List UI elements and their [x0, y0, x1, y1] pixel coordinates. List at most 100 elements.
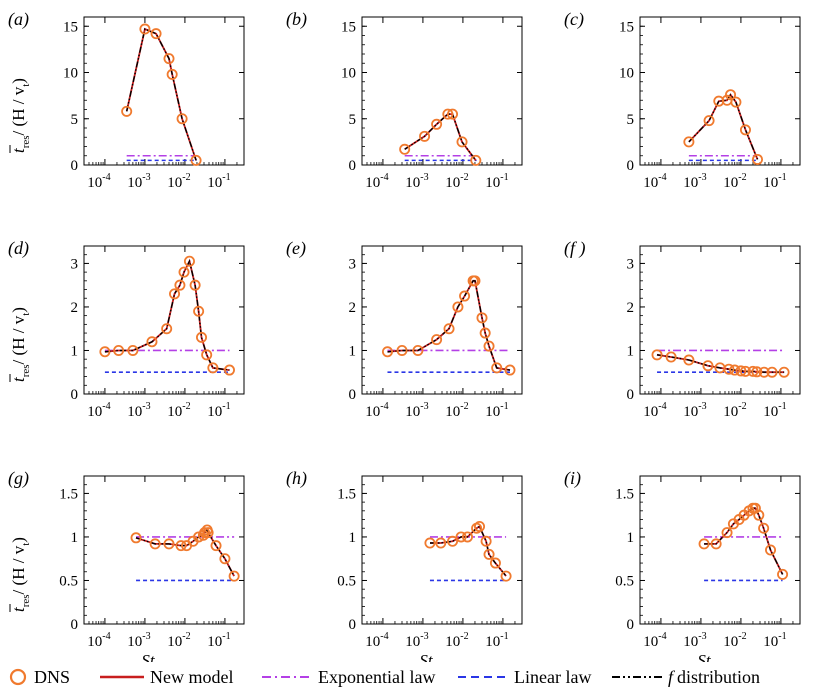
dns-point: [130, 532, 142, 544]
y-tick-label: 0: [71, 387, 79, 403]
dns-point: [721, 527, 733, 539]
dns-point: [399, 143, 411, 155]
x-tick-label: 10-1: [207, 172, 230, 191]
y-tick-label: 0.5: [59, 573, 78, 589]
dns-point: [683, 354, 695, 366]
dns-point: [223, 364, 235, 376]
dns-point: [210, 540, 222, 552]
y-tick-label: 1.5: [615, 486, 634, 502]
y-axis-title: tres/ (H / vt): [9, 307, 32, 382]
dns-point: [470, 154, 482, 166]
dns-point: [753, 509, 765, 521]
dns-point: [751, 366, 763, 378]
plot-frame: [83, 16, 245, 166]
legend-item-linear: Linear law: [458, 662, 591, 692]
new-model-line: [125, 27, 197, 161]
dns-point: [163, 538, 175, 550]
panel-a: (a) 0 5 10 15 10-4 10-3 10-2 10-1 tres/ (H / vt): [8, 9, 245, 191]
dns-point: [483, 340, 495, 352]
panel-c: (c) 0 5 10 15 10-4 10-3 10-2 10-1: [564, 9, 801, 191]
y-tick-label: 1.5: [59, 486, 78, 502]
dns-point: [219, 553, 231, 565]
x-tick-label: 10-2: [167, 401, 190, 420]
dns-point: [698, 538, 710, 550]
legend-label-f-prefix: f: [668, 666, 674, 687]
dns-point: [665, 351, 677, 363]
dns-point: [381, 346, 393, 358]
y-tick-label: 5: [627, 112, 635, 128]
y-tick-label: 1: [349, 343, 357, 359]
panel-e: (e) 0 1 2 3 10-4 10-3 10-2 10-1: [286, 238, 523, 420]
dns-point: [121, 105, 133, 117]
f-distribution-line: [656, 354, 785, 373]
y-tick-label: 1: [71, 530, 79, 546]
x-tick-label: 10-3: [127, 631, 150, 650]
y-tick-label: 3: [627, 256, 635, 272]
legend-item-exponential: Exponential law: [262, 662, 435, 692]
dns-point: [479, 327, 491, 339]
dns-point: [443, 323, 455, 335]
dns-point: [725, 89, 737, 101]
y-tick-label: 15: [341, 19, 356, 35]
y-tick-label: 0: [349, 158, 357, 174]
y-tick-label: 1: [627, 343, 635, 359]
dns-point: [431, 334, 443, 346]
panel-label: (f ): [564, 238, 586, 259]
legend-label-linear: Linear law: [514, 666, 592, 687]
dns-point: [442, 108, 454, 120]
x-tick-label: 10-2: [723, 631, 746, 650]
panel-label: (g): [8, 468, 29, 489]
legend-marker-dns: [9, 668, 27, 686]
y-tick-label: 15: [63, 19, 78, 35]
panel-f: (f ) 0 1 2 3 10-4 10-3 10-2 10-1: [564, 238, 801, 420]
plot-frame: [361, 475, 523, 625]
y-tick-label: 0: [627, 387, 635, 403]
panel-label: (h): [286, 468, 307, 489]
panel-i: (i) 0 0.5 1 1.5 10-4 10-3 10-2 10-1 St: [564, 468, 801, 662]
x-tick-label: 10-2: [723, 172, 746, 191]
dns-point: [447, 535, 459, 547]
dns-point: [735, 365, 747, 377]
f-distribution-line: [430, 525, 507, 577]
legend-label-f-distribution: distribution: [677, 666, 761, 687]
panel-label: (e): [286, 238, 306, 259]
dns-point: [431, 118, 443, 130]
dns-point: [166, 68, 178, 80]
y-tick-label: 10: [619, 66, 634, 82]
dns-point: [469, 275, 481, 287]
y-tick-label: 0.5: [615, 573, 634, 589]
dns-point: [651, 349, 663, 361]
dns-point: [777, 568, 789, 580]
y-tick-label: 0.5: [337, 573, 356, 589]
y-tick-label: 1.5: [337, 486, 356, 502]
x-tick-label: 10-1: [207, 631, 230, 650]
dns-point: [483, 548, 495, 560]
y-tick-label: 0: [349, 617, 357, 633]
x-tick-label: 10-4: [365, 401, 388, 420]
y-tick-label: 2: [71, 300, 79, 316]
y-tick-label: 15: [619, 19, 634, 35]
x-tick-label: 10-3: [405, 172, 428, 191]
y-tick-label: 3: [349, 256, 357, 272]
dns-point: [729, 364, 741, 376]
f-distribution-line: [104, 259, 230, 371]
panel-label: (d): [8, 238, 29, 259]
x-tick-label: 10-3: [127, 172, 150, 191]
dns-point: [176, 113, 188, 125]
dns-point: [127, 344, 139, 356]
dns-point: [228, 570, 240, 582]
dns-point: [491, 362, 503, 374]
panel-label: (a): [8, 9, 29, 30]
f-distribution-line: [704, 507, 784, 575]
y-axis-title: tres/ (H / vt): [9, 78, 32, 153]
f-distribution-line: [404, 113, 477, 161]
legend-label-new-model: New model: [150, 666, 234, 687]
y-tick-label: 5: [349, 112, 357, 128]
x-tick-label: 10-3: [683, 172, 706, 191]
dns-point: [747, 365, 759, 377]
dns-point: [474, 520, 486, 532]
x-tick-label: 10-4: [87, 172, 110, 191]
y-tick-label: 1: [349, 530, 357, 546]
x-tick-label: 10-1: [763, 631, 786, 650]
dns-point: [113, 344, 125, 356]
